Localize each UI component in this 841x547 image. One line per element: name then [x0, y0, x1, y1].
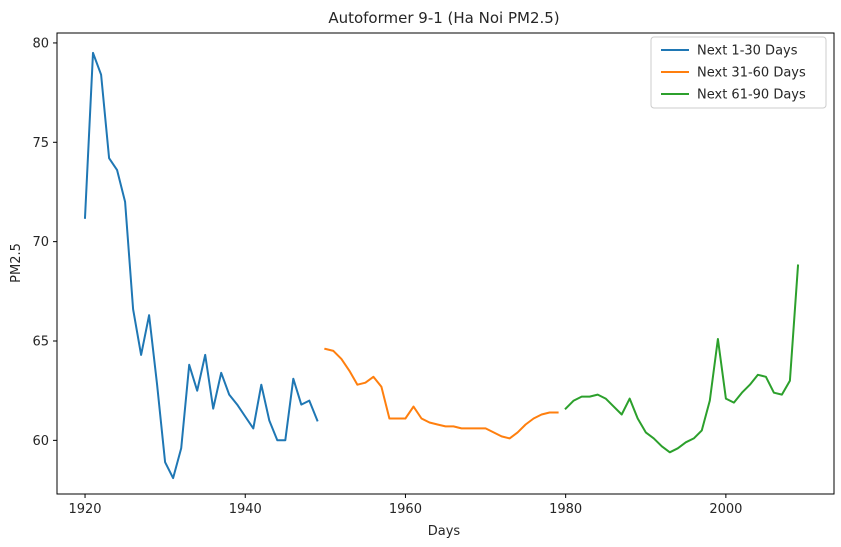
x-axis: 1920 1940 1960 1980 2000 — [68, 494, 742, 517]
y-tick-label: 60 — [32, 434, 49, 449]
legend-label-3: Next 61-90 Days — [697, 88, 806, 103]
x-tick-label: 1920 — [68, 502, 101, 517]
y-tick-label: 70 — [32, 235, 49, 250]
y-tick-label: 75 — [32, 136, 49, 151]
x-axis-title: Days — [428, 524, 461, 539]
y-tick-label: 80 — [32, 36, 49, 51]
y-tick-label: 65 — [32, 334, 49, 349]
chart-title: Autoformer 9-1 (Ha Noi PM2.5) — [328, 9, 559, 27]
legend-label-2: Next 31-60 Days — [697, 66, 806, 81]
plot-frame — [56, 32, 835, 495]
series-line-2 — [324, 347, 559, 440]
series-lines — [83, 51, 800, 480]
legend-box — [650, 36, 827, 109]
y-axis: 60 65 70 75 80 — [32, 36, 57, 449]
legend-label-1: Next 1-30 Days — [697, 44, 798, 59]
x-tick-label: 1940 — [229, 502, 262, 517]
legend: Next 1-30 Days Next 31-60 Days Next 61-90 … — [650, 36, 827, 109]
x-tick-label: 2000 — [709, 502, 742, 517]
x-tick-label: 1980 — [549, 502, 582, 517]
series-line-1 — [83, 51, 319, 480]
y-axis-title: PM2.5 — [9, 243, 24, 283]
plot-area — [56, 32, 835, 495]
x-tick-label: 1960 — [389, 502, 422, 517]
series-line-3 — [564, 264, 800, 454]
